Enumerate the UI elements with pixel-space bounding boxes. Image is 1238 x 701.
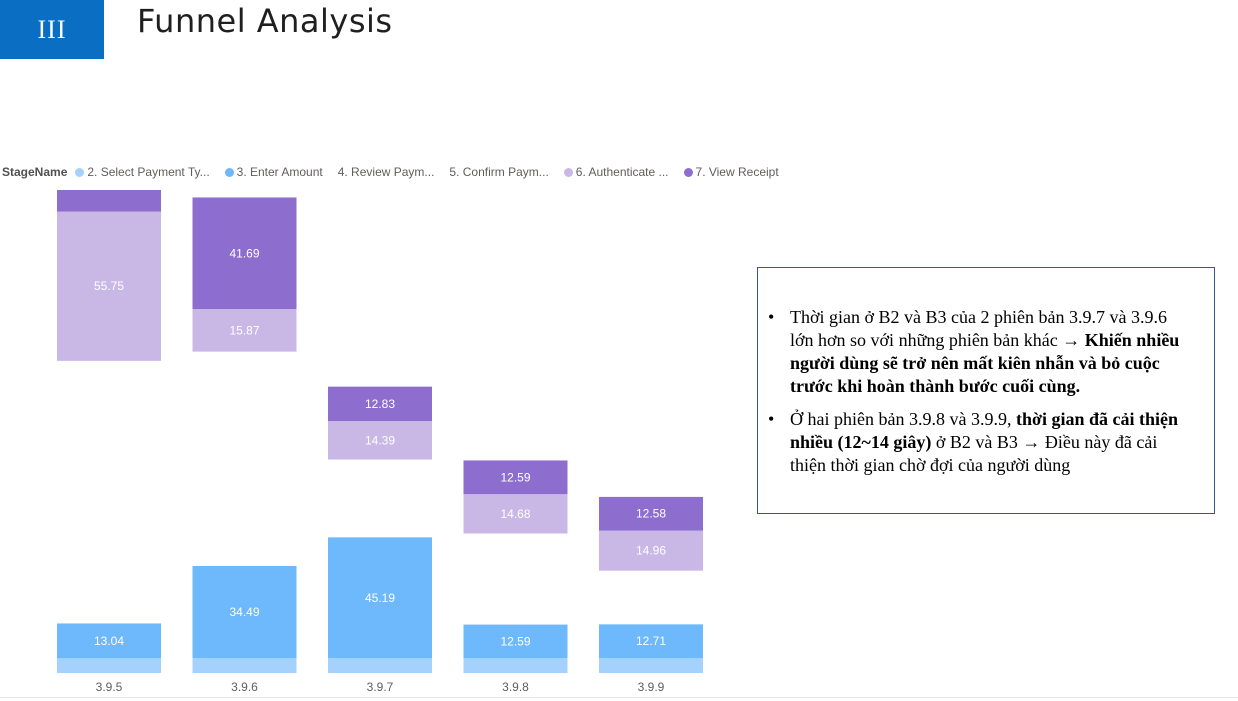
insight-note-box: • Thời gian ở B2 và B3 của 2 phiên bản 3.… — [757, 267, 1215, 514]
bar-data-label: 12.59 — [500, 634, 530, 648]
page-title: Funnel Analysis — [137, 2, 393, 40]
section-number-badge: III — [0, 0, 104, 59]
bar-segment[interactable] — [463, 576, 568, 625]
legend-item-label: 4. Review Paym... — [337, 165, 435, 179]
legend-items: 2. Select Payment Ty... 3. Enter Amount 4.… — [75, 165, 793, 179]
legend-item-label: 7. View Receipt — [695, 165, 779, 179]
bar-data-label: 55.75 — [94, 279, 124, 293]
legend-color-dot — [224, 167, 234, 177]
bar-data-label: 12.59 — [500, 470, 530, 484]
bar-segment[interactable] — [599, 658, 703, 673]
insight-text-run: Khiến nhiều người dùng sẽ trở nên mất ki… — [790, 330, 1180, 396]
chart-legend: StageName 2. Select Payment Ty... 3. Ente… — [2, 163, 794, 181]
insight-text-run: Thời gian ở B2 và B3 của 2 phiên bản 3.9… — [790, 307, 1167, 350]
bar-segment[interactable] — [463, 494, 568, 534]
bar-data-label: 34.49 — [229, 605, 259, 619]
bar-segment[interactable] — [463, 533, 568, 577]
bar-data-label: 14.39 — [365, 433, 395, 447]
legend-item-label: 5. Confirm Paym... — [449, 165, 549, 179]
legend-color-dot — [683, 167, 693, 177]
insight-bullet-list: • Thời gian ở B2 và B3 của 2 phiên bản 3.… — [758, 268, 1214, 477]
bar-data-label: 13.04 — [94, 634, 124, 648]
insight-text-run: ở B2 và B3 → Điều này đã cải thiện thời … — [790, 432, 1158, 475]
bar-segment[interactable] — [57, 190, 161, 212]
legend-title: StageName — [2, 165, 68, 179]
bar-segment[interactable] — [192, 565, 297, 659]
bar-segment[interactable] — [192, 197, 297, 310]
bar-segment[interactable] — [328, 658, 432, 673]
bar-segment[interactable] — [463, 624, 568, 659]
insight-bullet: • Thời gian ở B2 và B3 của 2 phiên bản 3.… — [768, 306, 1186, 398]
bar-data-label: 41.69 — [229, 246, 259, 260]
legend-item-label: 2. Select Payment Ty... — [87, 165, 210, 179]
section-number: III — [37, 14, 67, 44]
bar-segment[interactable] — [328, 421, 432, 460]
bar-segment[interactable] — [192, 426, 297, 566]
x-axis-tick-label: 3.9.8 — [502, 680, 529, 694]
x-axis-tick-label: 3.9.5 — [96, 680, 123, 694]
x-axis-tick-label: 3.9.9 — [638, 680, 665, 694]
bottom-divider — [0, 697, 1238, 698]
bar-segment[interactable] — [192, 309, 297, 352]
bar-segment[interactable] — [463, 658, 568, 673]
bar-data-label: 12.71 — [636, 634, 666, 648]
legend-item[interactable]: 3. Enter Amount — [224, 165, 323, 179]
bar-segment[interactable] — [57, 658, 161, 673]
insight-text-run: Ở hai phiên bản 3.9.8 và 3.9.9, — [790, 409, 1016, 429]
bar-segment[interactable] — [57, 623, 161, 659]
bar-segment[interactable] — [328, 537, 432, 659]
bullet-icon: • — [768, 409, 775, 429]
bar-segment[interactable] — [599, 570, 703, 598]
legend-item-label: 3. Enter Amount — [236, 165, 323, 179]
legend-item[interactable]: 6. Authenticate ... — [563, 165, 669, 179]
legend-color-dot — [563, 167, 573, 177]
legend-item[interactable]: 7. View Receipt — [683, 165, 779, 179]
bar-segment[interactable] — [57, 360, 161, 468]
bar-data-label: 15.87 — [229, 323, 259, 337]
insight-text-run: → — [1062, 330, 1085, 350]
insight-bullet: • Ở hai phiên bản 3.9.8 và 3.9.9, thời gi… — [768, 408, 1186, 477]
legend-color-dot — [75, 167, 85, 177]
bar-data-label: 45.19 — [365, 591, 395, 605]
bar-segment[interactable] — [599, 530, 703, 571]
legend-item[interactable]: 4. Review Paym... — [338, 165, 435, 179]
legend-item[interactable]: 5. Confirm Paym... — [449, 165, 548, 179]
bar-segment[interactable] — [192, 658, 297, 673]
bar-data-label: 14.96 — [636, 544, 666, 558]
bar-segment[interactable] — [599, 597, 703, 625]
x-axis-tick-label: 3.9.7 — [367, 680, 394, 694]
bar-segment[interactable] — [328, 459, 432, 503]
bar-segment[interactable] — [599, 624, 703, 659]
bar-segment[interactable] — [192, 351, 297, 427]
insight-text-run: thời gian đã cải thiện nhiều (12~14 giây… — [790, 409, 1178, 452]
legend-item-label: 6. Authenticate ... — [575, 165, 669, 179]
bar-segment[interactable] — [328, 502, 432, 538]
bar-segment[interactable] — [599, 496, 703, 531]
bar-segment[interactable] — [463, 460, 568, 495]
bar-segment[interactable] — [328, 386, 432, 422]
bar-data-label: 14.68 — [500, 507, 530, 521]
bar-data-label: 12.58 — [636, 507, 666, 521]
bar-segment[interactable] — [57, 467, 161, 624]
bar-data-label: 12.83 — [365, 397, 395, 411]
legend-item[interactable]: 2. Select Payment Ty... — [75, 165, 210, 179]
bar-segment[interactable] — [57, 211, 161, 361]
stacked-bar-chart: 13.0455.7542.423.9.534.4915.8741.693.9.6… — [57, 190, 703, 694]
bullet-icon: • — [768, 307, 775, 327]
x-axis-tick-label: 3.9.6 — [231, 680, 258, 694]
